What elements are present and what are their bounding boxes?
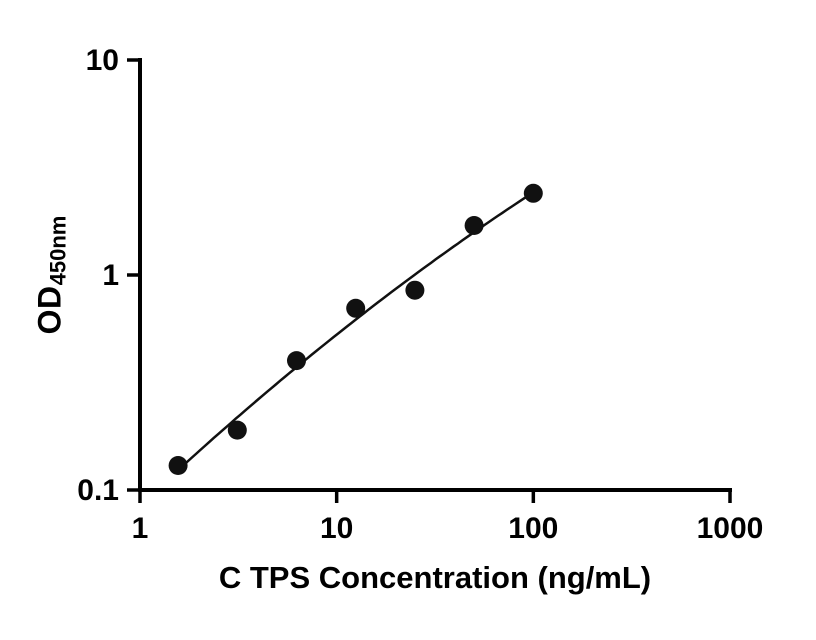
data-point: [405, 280, 425, 300]
data-point: [464, 216, 484, 235]
data-point: [168, 456, 188, 475]
x-tick-label: 1: [132, 512, 149, 545]
data-point: [346, 298, 366, 318]
x-axis-title: C TPS Concentration (ng/mL): [218, 560, 652, 595]
x-tick-label: 1000: [697, 512, 764, 545]
x-tick-label: 100: [508, 512, 558, 545]
y-tick-label: 0.1: [77, 474, 119, 507]
data-point: [287, 351, 306, 371]
x-tick-label: 10: [320, 512, 353, 545]
y-tick-label: 1: [102, 259, 119, 292]
y-tick-label: 10: [86, 44, 119, 77]
data-point: [227, 420, 247, 440]
data-point: [523, 183, 543, 203]
